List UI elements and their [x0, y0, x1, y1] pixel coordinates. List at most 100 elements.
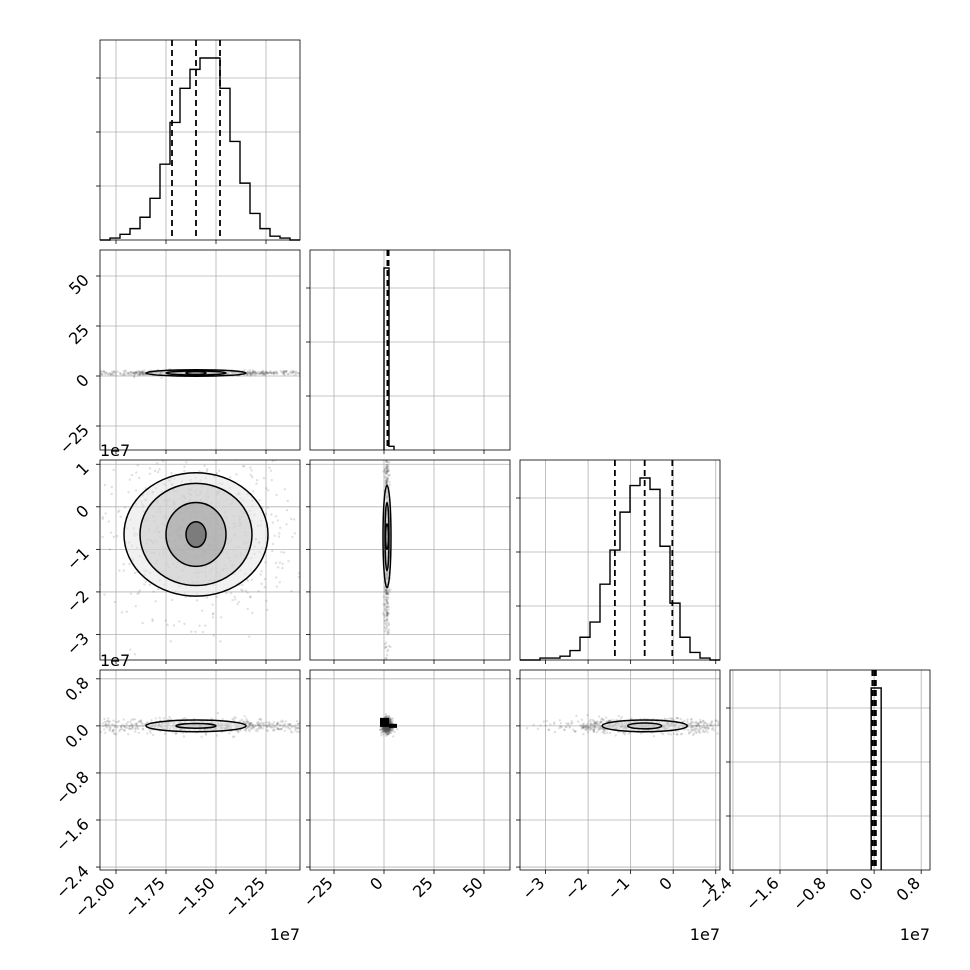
scatter-point	[380, 731, 383, 735]
scatter-point	[387, 456, 389, 458]
scatter-point	[296, 726, 299, 730]
scatter-point	[101, 517, 104, 520]
scatter-point	[266, 371, 270, 375]
scatter-point	[100, 370, 103, 373]
scatter-point	[593, 724, 596, 727]
panel-frame	[309, 459, 511, 661]
scatter-point	[246, 720, 250, 724]
scatter-point	[389, 718, 392, 722]
scatter-point	[103, 593, 106, 596]
scatter-point	[384, 729, 387, 732]
scatter-point	[143, 369, 146, 372]
scatter-point	[266, 608, 269, 612]
scatter-point	[126, 726, 129, 730]
scatter-point	[246, 720, 249, 723]
scatter-point	[390, 728, 393, 732]
scatter-point	[129, 592, 133, 595]
scatter-point	[727, 724, 729, 726]
scatter-point	[383, 727, 387, 730]
scatter-point	[389, 729, 392, 733]
scatter-point	[385, 726, 389, 729]
scatter-point	[384, 727, 387, 730]
scatter-point	[135, 722, 139, 725]
scatter-point	[141, 725, 145, 728]
scatter-point	[383, 731, 386, 734]
scatter-point	[276, 721, 280, 724]
scatter-point	[265, 728, 269, 732]
x-tick-label: −3	[518, 873, 548, 903]
scatter-point	[702, 726, 705, 729]
scatter-point	[714, 719, 718, 723]
scatter-point	[702, 719, 705, 723]
scatter-point	[264, 370, 268, 373]
scatter-point	[142, 372, 145, 376]
scatter-point	[387, 728, 390, 732]
scatter-point	[142, 727, 145, 731]
scatter-point	[258, 372, 262, 375]
scatter-point	[256, 723, 260, 727]
panel-background	[730, 670, 930, 870]
scatter-point	[386, 733, 389, 736]
scatter-point	[379, 727, 382, 731]
scatter-point	[283, 722, 287, 726]
scatter-point	[261, 722, 264, 725]
scatter-point	[384, 627, 388, 631]
scatter-point	[275, 493, 278, 497]
scatter-point	[714, 719, 717, 722]
scatter-point	[599, 725, 602, 728]
scatter-point	[301, 371, 303, 373]
scatter-point	[292, 370, 296, 373]
scatter-point	[232, 735, 236, 738]
scatter-point	[95, 473, 97, 475]
scatter-point	[386, 728, 389, 732]
scatter-point	[248, 725, 251, 729]
scatter-point	[692, 721, 696, 724]
scatter-point	[385, 471, 389, 474]
scatter-point	[675, 716, 678, 720]
x-tick-label: −1.50	[171, 873, 219, 921]
scatter-point	[702, 729, 705, 732]
scatter-point	[253, 724, 257, 727]
scatter-point	[385, 726, 388, 730]
scatter-point	[115, 374, 118, 377]
scatter-point	[245, 717, 248, 721]
scatter-point	[249, 595, 252, 599]
scatter-point	[257, 726, 261, 729]
scatter-point	[274, 576, 278, 579]
scatter-point	[246, 370, 249, 373]
scatter-point	[383, 607, 387, 611]
scatter-point	[249, 722, 252, 725]
scatter-point	[386, 727, 390, 730]
scatter-point	[388, 590, 391, 593]
scatter-point	[385, 600, 388, 603]
scatter-point	[110, 372, 113, 376]
scatter-point	[263, 585, 267, 589]
scatter-point	[282, 372, 285, 376]
scatter-point	[285, 370, 288, 373]
scatter-point	[384, 470, 387, 473]
scatter-point	[384, 588, 388, 592]
scatter-point	[57, 371, 59, 373]
scatter-point	[125, 722, 128, 725]
scatter-point	[139, 719, 143, 722]
scatter-point	[111, 371, 115, 374]
scatter-point	[131, 372, 134, 375]
scatter-point	[387, 612, 390, 615]
scatter-point	[140, 370, 144, 373]
panel-frame	[729, 669, 931, 871]
scatter-point	[382, 613, 386, 616]
scatter-point	[385, 729, 389, 732]
scatter-point	[290, 725, 293, 729]
scatter-point	[92, 372, 94, 374]
scatter-point	[382, 733, 385, 736]
scatter-point	[679, 732, 683, 736]
scatter-point	[248, 723, 252, 726]
scatter-point	[596, 720, 599, 723]
scatter-point	[172, 624, 176, 627]
scatter-point	[270, 372, 274, 375]
scatter-point	[385, 607, 388, 611]
scatter-point	[124, 369, 127, 372]
scatter-point	[262, 371, 265, 374]
scatter-point	[139, 724, 142, 728]
scatter-point	[134, 722, 137, 726]
